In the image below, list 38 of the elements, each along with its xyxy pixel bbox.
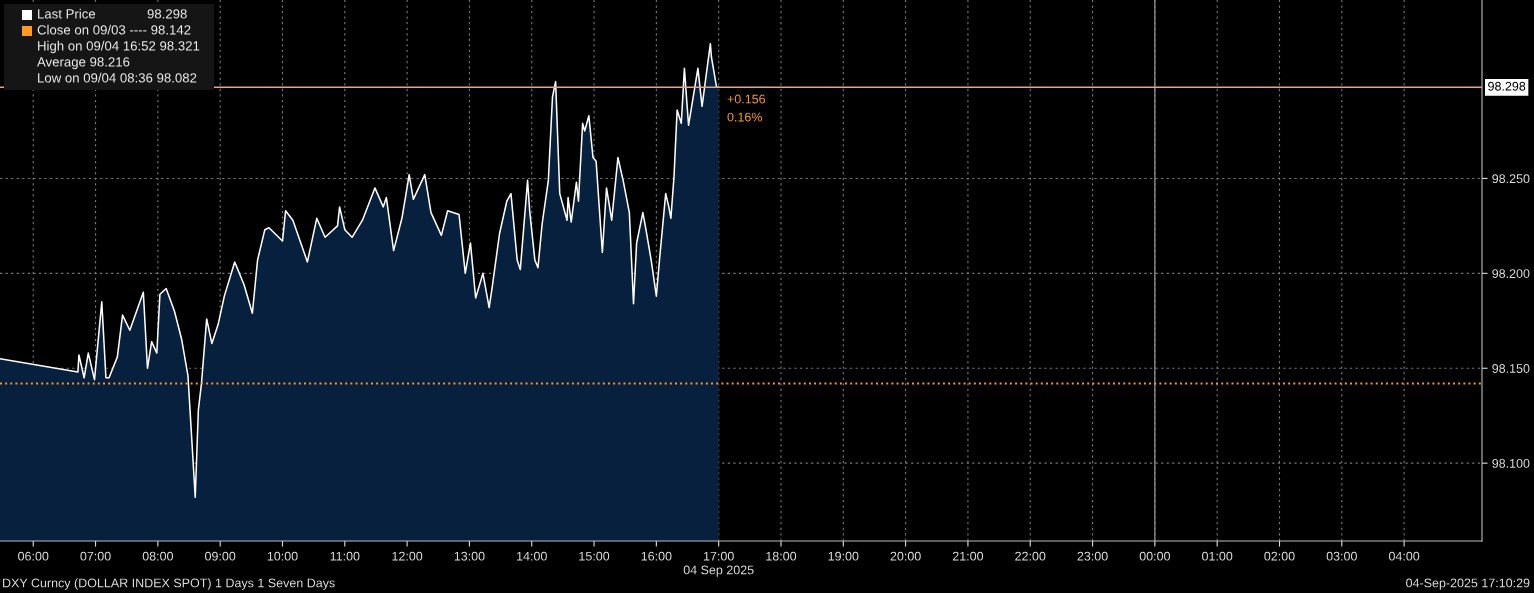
x-tick-label: 19:00 [828,551,859,561]
y-tick-label: 98.250 [1492,174,1530,184]
text: 04-Sep-2025 17:10:29 [1406,578,1530,590]
x-tick-label: 20:00 [890,551,921,561]
y-tick-label: 98.200 [1492,269,1530,278]
x-tick-label: 06:00 [18,551,49,561]
x-tick-label: 11:00 [330,551,360,561]
x-tick-label: 04:00 [1388,551,1420,561]
x-tick-label: 22:00 [1015,551,1046,561]
annotation: Low on 09/04 08:36 98.082 [38,72,197,83]
x-tick-label: 07:00 [80,551,111,561]
x-tick-label: 09:00 [205,551,236,561]
ref-line-label: 98.298 [1488,81,1526,91]
legend-label: Close on 09/03 ---- 98.142 [37,24,191,35]
text: Last Price 98.298 [38,8,187,19]
x-tick-label: 08:00 [142,551,174,561]
x-tick-label: 00:00 [1139,551,1171,561]
x-tick-label: 02:00 [1264,551,1295,561]
annotation: +0.156 [727,94,766,104]
x-tick-label: 16:00 [641,551,672,561]
annotation: Average 98.216 [37,57,130,70]
y-tick-label: 98.100 [1492,458,1530,468]
x-tick-label: 23:00 [1077,551,1108,561]
x-tick-label: 13:00 [454,551,485,561]
y-tick-label: 98.150 [1492,364,1530,373]
x-tick-label: 10:00 [267,551,298,561]
x-tick-label: 17:00 [703,551,734,561]
x-tick-label: 18:00 [766,551,797,561]
text: 04 Sep 2025 [683,565,754,577]
x-tick-label: 15:00 [579,551,610,561]
annotation: 0.16% [727,112,762,122]
annotation: High on 09/04 16:52 98.321 [38,40,200,54]
text: DXY Curncy (DOLLAR INDEX SPOT) 1 Days 1 Seven Days [3,578,335,590]
x-tick-label: 21:00 [952,551,984,561]
x-tick-label: 12:00 [392,551,423,561]
x-tick-label: 03:00 [1326,551,1357,561]
x-tick-label: 14:00 [517,551,547,561]
x-tick-label: 01:00 [1202,551,1233,561]
